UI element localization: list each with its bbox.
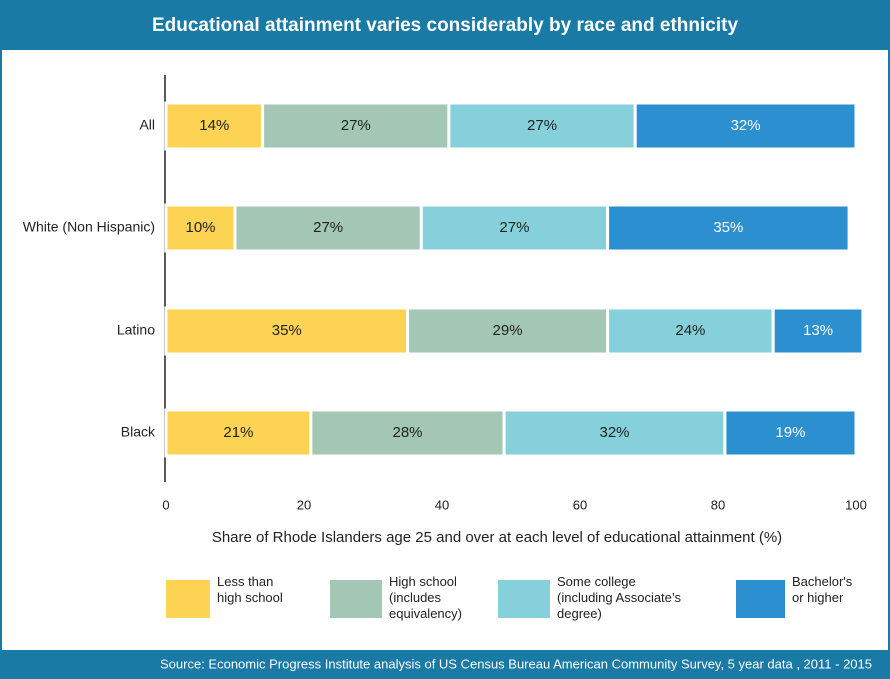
value-label: 21% — [223, 424, 253, 441]
legend-swatch — [736, 580, 785, 618]
chart-title: Educational attainment varies considerab… — [152, 15, 738, 36]
x-tick-label: 80 — [711, 497, 725, 512]
bar-segment — [309, 408, 506, 458]
bar-segment — [771, 306, 865, 356]
value-label: 35% — [713, 219, 743, 236]
bar-segment — [164, 408, 313, 458]
legend-swatch — [498, 580, 550, 618]
value-label: 27% — [313, 219, 343, 236]
value-label: 32% — [599, 424, 629, 441]
source-bar — [0, 650, 890, 679]
bar-segment — [606, 203, 851, 253]
y-tick-label: Black — [121, 424, 156, 440]
bar-segment — [633, 101, 858, 151]
bar-segment — [164, 306, 409, 356]
x-tick-label: 0 — [162, 497, 169, 512]
bar-segment — [261, 101, 451, 151]
value-label: 24% — [675, 322, 705, 339]
title-bar — [0, 0, 890, 50]
legend-label: High school (includes equivalency) — [389, 574, 462, 621]
value-label: 27% — [341, 117, 371, 134]
source: Source: Economic Progress Institute anal… — [160, 656, 872, 671]
value-label: 19% — [775, 424, 805, 441]
legend-label: Less than high school — [217, 574, 283, 605]
x-tick-label: 20 — [297, 497, 311, 512]
y-tick-label: White (Non Hispanic) — [23, 219, 155, 235]
value-label: 27% — [499, 219, 529, 236]
value-label: 13% — [803, 322, 833, 339]
value-label: 10% — [185, 219, 215, 236]
legend-label: Bachelor's or higher — [792, 574, 853, 605]
legend-swatch — [166, 580, 210, 618]
value-label: 35% — [272, 322, 302, 339]
legend-swatch — [330, 580, 382, 618]
y-tick-label: All — [139, 117, 155, 133]
x-tick-label: 60 — [573, 497, 587, 512]
bar-segment — [419, 203, 610, 253]
y-tick-label: Latino — [117, 322, 155, 338]
bar-segment — [164, 203, 237, 253]
value-label: 14% — [199, 117, 229, 134]
x-axis-label: Share of Rhode Islanders age 25 and over… — [212, 529, 782, 546]
x-tick-label: 40 — [435, 497, 449, 512]
x-tick-label: 100 — [845, 497, 867, 512]
bar-segment — [233, 203, 423, 253]
value-label: 29% — [493, 322, 523, 339]
legend-label: Some college (including Associate’s degr… — [557, 574, 682, 621]
value-label: 27% — [527, 117, 557, 134]
value-label: 28% — [392, 424, 422, 441]
value-label: 32% — [731, 117, 761, 134]
bar-segment — [723, 408, 858, 458]
